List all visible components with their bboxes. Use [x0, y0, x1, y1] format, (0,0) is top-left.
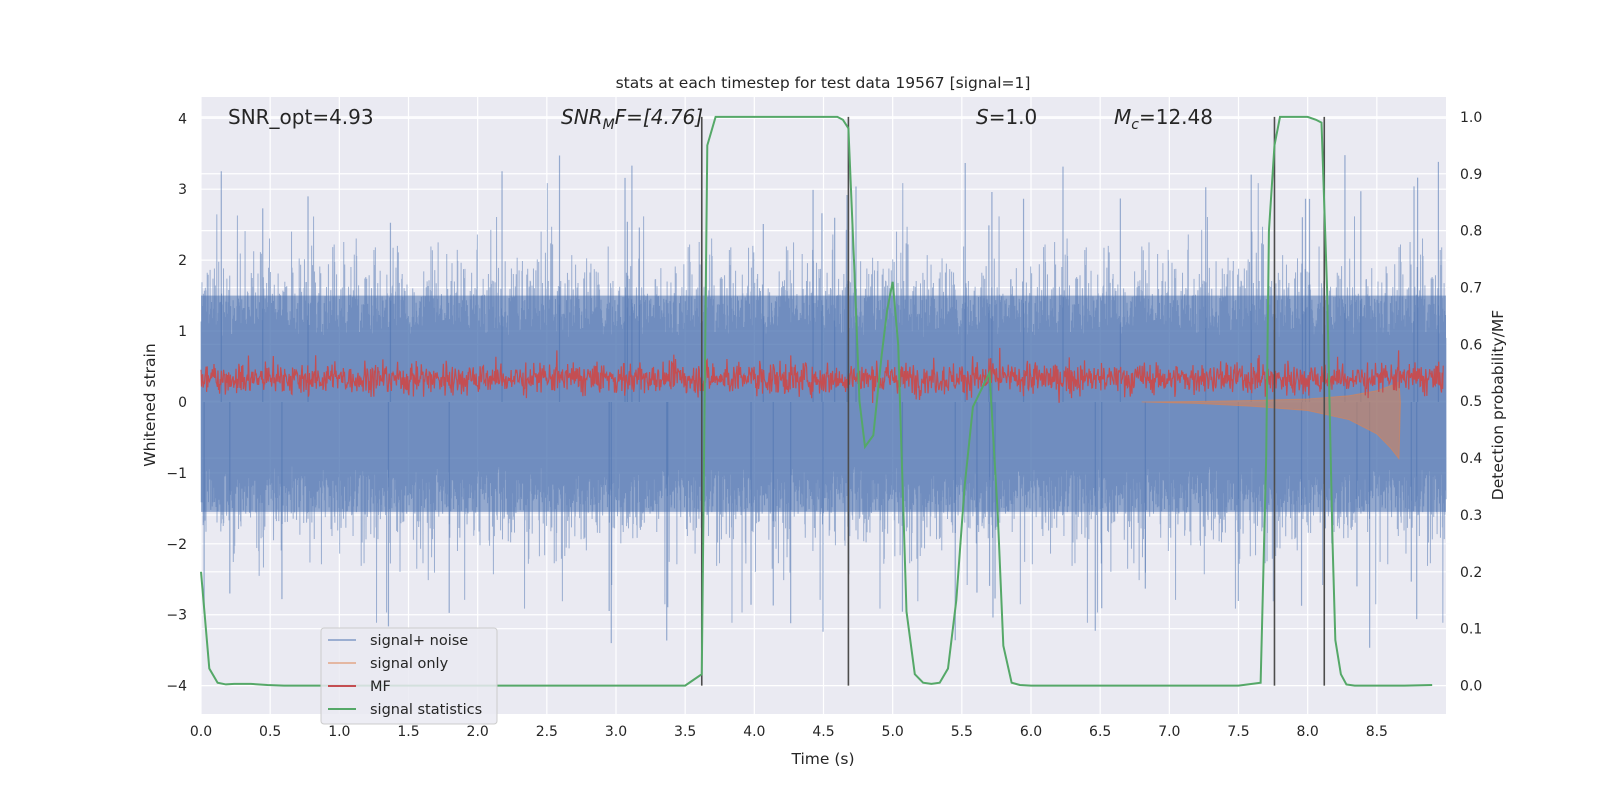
signal-only-envelope [1141, 381, 1401, 461]
y-right-tick-label: 1.0 [1460, 110, 1482, 126]
x-tick-label: 3.0 [605, 724, 627, 740]
annotation-s-name: S [976, 105, 989, 129]
y-right-tick-label: 0.4 [1460, 451, 1482, 467]
annotation-snr-mf-name: SNR [561, 105, 603, 129]
legend-label-signal-plus-noise: signal+ noise [370, 633, 468, 649]
y-right-tick-label: 0.0 [1460, 679, 1482, 695]
annotation-mc-value: =12.48 [1139, 105, 1213, 129]
x-tick-label: 4.0 [743, 724, 765, 740]
y-left-tick-label: 4 [178, 111, 187, 127]
x-tick-label: 7.5 [1227, 724, 1249, 740]
y-left-tick-label: 2 [178, 253, 187, 269]
series-signal-only [1141, 381, 1401, 461]
x-tick-label: 2.5 [536, 724, 558, 740]
x-tick-label: 6.0 [1020, 724, 1042, 740]
chart-title: stats at each timestep for test data 195… [616, 74, 1031, 92]
legend-box [320, 627, 498, 725]
mf-line [200, 347, 1444, 403]
y-right-tick-label: 0.1 [1460, 622, 1482, 638]
y-right-tick-label: 0.6 [1460, 337, 1482, 353]
x-tick-label: 2.0 [467, 724, 489, 740]
x-tick-label: 1.0 [328, 724, 350, 740]
y-right-tick-label: 0.7 [1460, 281, 1482, 297]
annotation-s-value: =1.0 [989, 105, 1038, 129]
x-tick-label: 1.5 [397, 724, 419, 740]
y-axis-left-label: Whitened strain [141, 343, 159, 466]
y-left-tick-labels: 4 3 2 1 0 −1 −2 −3 −4 [166, 111, 187, 694]
y-left-tick-label: −3 [166, 608, 187, 624]
legend-label-signal-only: signal only [370, 656, 449, 672]
annotation-snr-mf-rest: F=[4.76] [615, 105, 703, 129]
annotation-mc-sub: c [1131, 117, 1139, 133]
legend-label-mf: MF [370, 679, 391, 695]
x-tick-label: 8.0 [1297, 724, 1319, 740]
x-tick-label: 0.0 [190, 724, 212, 740]
y-right-tick-label: 0.9 [1460, 167, 1482, 183]
series-signal-statistics [200, 115, 1433, 687]
legend-label-signal-statistics: signal statistics [370, 702, 482, 718]
x-tick-label: 5.0 [882, 724, 904, 740]
y-right-tick-label: 0.2 [1460, 565, 1482, 581]
y-left-tick-label: −1 [166, 466, 187, 482]
y-axis-right-label: Detection probability/MF [1489, 310, 1507, 501]
y-right-tick-label: 0.3 [1460, 508, 1482, 524]
y-left-tick-label: 1 [178, 324, 187, 340]
y-left-tick-label: 3 [178, 182, 187, 198]
legend: signal+ noise signal only MF signal stat… [320, 627, 498, 725]
x-tick-labels: 0.0 0.5 1.0 1.5 2.0 2.5 3.0 3.5 4.0 4.5 5.0 5.5 6.0 6… [190, 724, 1388, 740]
signal-statistics-line [200, 115, 1433, 687]
x-tick-label: 0.5 [259, 724, 281, 740]
x-tick-label: 6.5 [1089, 724, 1111, 740]
y-left-tick-label: 0 [178, 395, 187, 411]
y-right-tick-label: 0.8 [1460, 224, 1482, 240]
y-left-tick-label: −4 [166, 679, 187, 695]
annotation-snr-mf-sub: M [603, 117, 615, 133]
annotation-snr-mf: SNRMF=[4.76] [561, 105, 703, 133]
series-mf [200, 347, 1444, 403]
annotation-s: S=1.0 [976, 105, 1037, 129]
y-right-tick-labels: 1.0 0.9 0.8 0.7 0.6 0.5 0.4 0.3 0.2 0.1 0.0 [1460, 110, 1482, 695]
annotation-snr-opt: SNR_opt=4.93 [228, 105, 374, 129]
x-tick-label: 7.0 [1158, 724, 1180, 740]
x-axis-label: Time (s) [790, 750, 854, 768]
x-tick-label: 5.5 [951, 724, 973, 740]
annotation-mc-name: M [1114, 105, 1131, 129]
x-tick-label: 8.5 [1366, 724, 1388, 740]
y-right-tick-label: 0.5 [1460, 394, 1482, 410]
annotation-mc: Mc=12.48 [1114, 105, 1213, 133]
x-tick-label: 4.5 [812, 724, 834, 740]
x-tick-label: 3.5 [674, 724, 696, 740]
y-left-tick-label: −2 [166, 537, 187, 553]
